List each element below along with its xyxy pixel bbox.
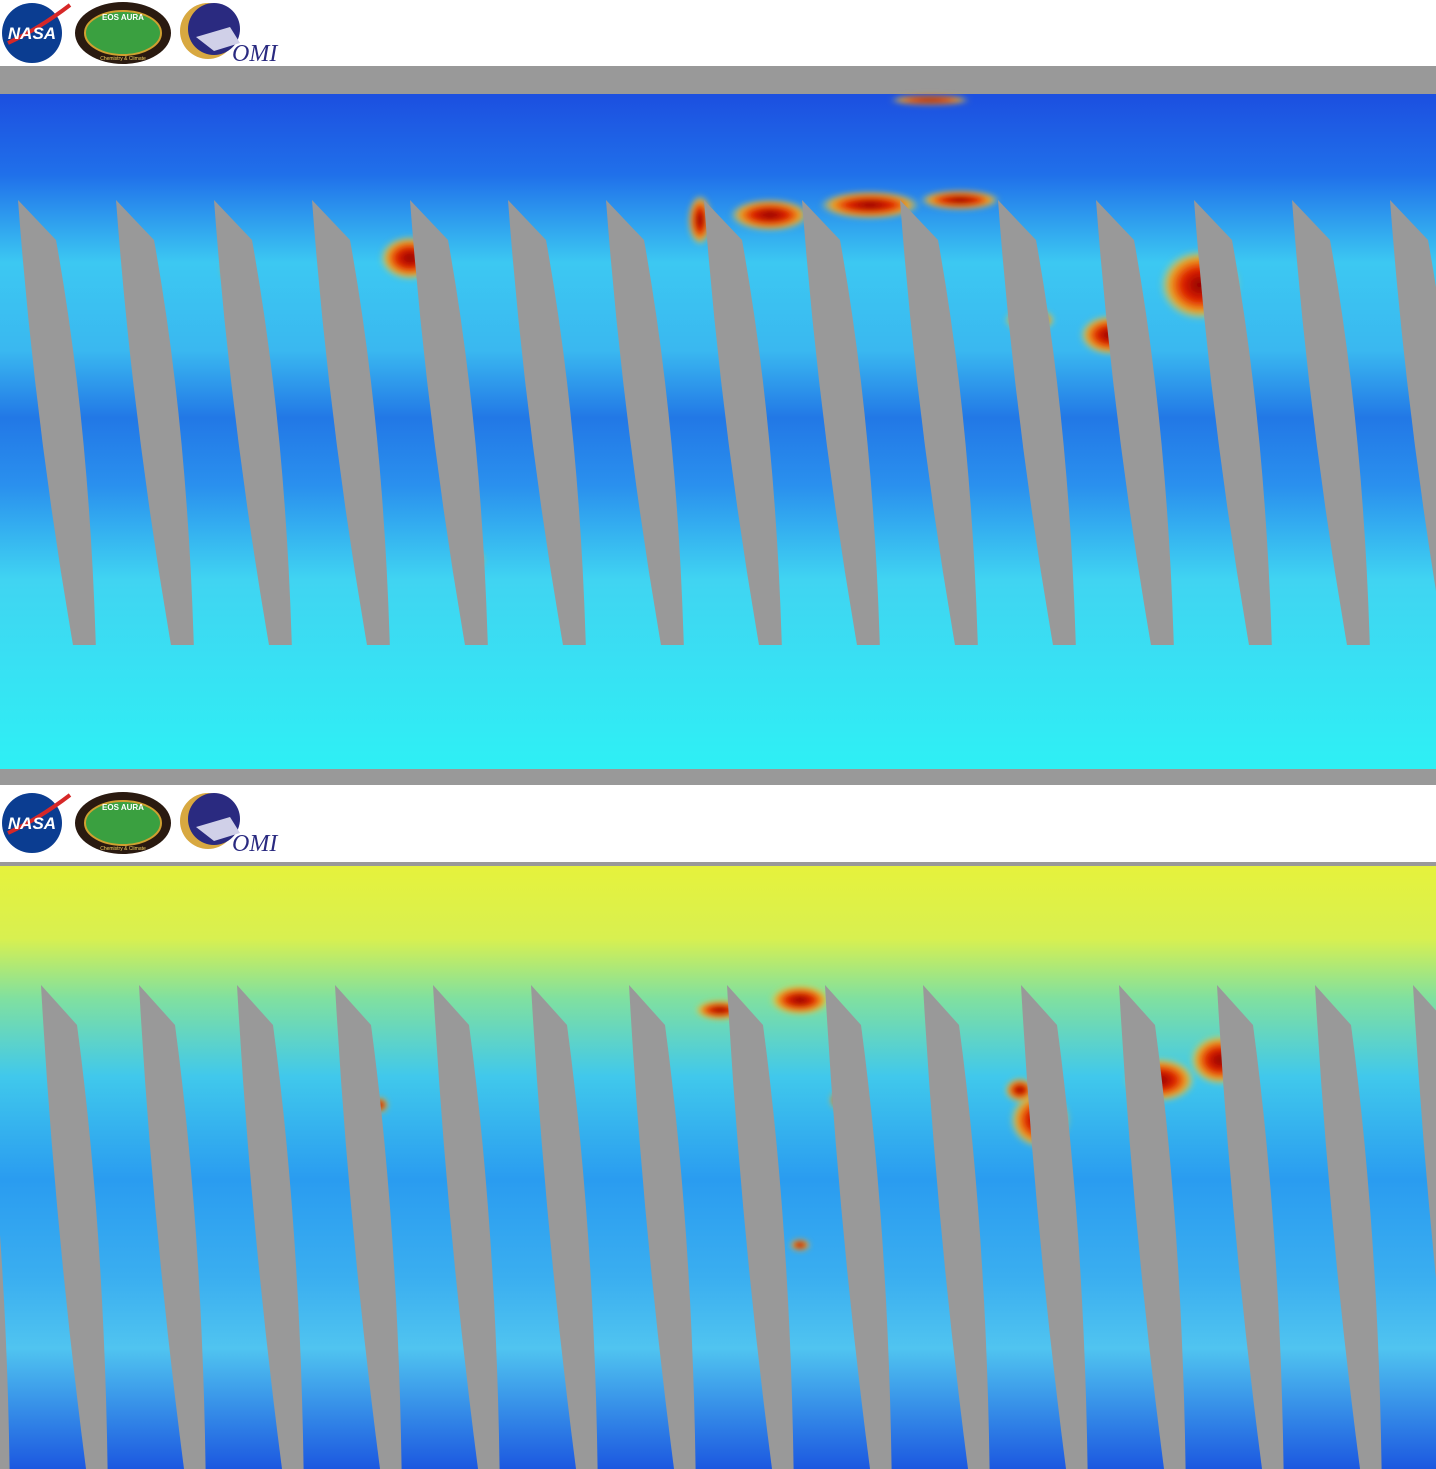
hotspot [890, 95, 970, 105]
hotspot [730, 199, 810, 231]
swath-gap [1217, 985, 1284, 1469]
hotspot [920, 190, 1000, 210]
aura-subtitle: Chemistry & Climate [100, 846, 146, 852]
swath-gap [41, 985, 108, 1469]
swath-gap [606, 200, 684, 645]
swath-gap [629, 985, 696, 1469]
swath-gap [1413, 985, 1436, 1279]
swath-gap [508, 200, 586, 645]
hotspot [820, 191, 920, 219]
nasa-swoosh [7, 793, 72, 835]
swath-gap [1390, 200, 1436, 592]
swath-gap [410, 200, 488, 645]
swath-gap [1194, 200, 1272, 645]
aura-subtitle: Chemistry & Climate [100, 56, 146, 62]
swath-gap [998, 200, 1076, 645]
nasa-logo [2, 793, 62, 853]
swath-gap [1021, 985, 1088, 1469]
map-field [0, 866, 1436, 1469]
aura-inner [84, 800, 162, 846]
swath-gap [335, 985, 402, 1469]
nasa-logo [2, 3, 62, 63]
nasa-text: NASA [8, 24, 56, 43]
swath-gap [116, 200, 194, 645]
panel: NASA EOS AURA Chemistry & Climate OMI [0, 792, 1436, 1469]
swath-gap [18, 200, 96, 645]
aura-inner [84, 10, 162, 56]
omi-shape [196, 817, 240, 841]
swath-gap [704, 200, 782, 645]
hotspot [770, 985, 830, 1015]
swath-gap [825, 985, 892, 1469]
swath-gap [1096, 200, 1174, 645]
omi-shape [196, 27, 240, 51]
swath-gap [1292, 200, 1370, 645]
swath-gap [1119, 985, 1186, 1469]
aura-text: EOS AURA [102, 803, 144, 812]
swath-gap [1315, 985, 1382, 1469]
swath-gap [312, 200, 390, 645]
hotspot [790, 1239, 810, 1251]
swath-gap [139, 985, 206, 1469]
swath-gap [237, 985, 304, 1469]
panel: NASA EOS AURA Chemistry & Climate OMI [0, 2, 1436, 785]
nasa-swoosh [7, 3, 72, 45]
swath-gap [727, 985, 794, 1469]
swath-gap [0, 1234, 10, 1469]
aura-text: EOS AURA [102, 13, 144, 22]
swath-gap [531, 985, 598, 1469]
omi-text: OMI [232, 41, 278, 67]
nasa-text: NASA [8, 814, 56, 833]
swath-gap [900, 200, 978, 645]
swath-gap [433, 985, 500, 1469]
omi-text: OMI [232, 831, 278, 857]
swath-gap [923, 985, 990, 1469]
swath-gap [802, 200, 880, 645]
swath-gap [214, 200, 292, 645]
